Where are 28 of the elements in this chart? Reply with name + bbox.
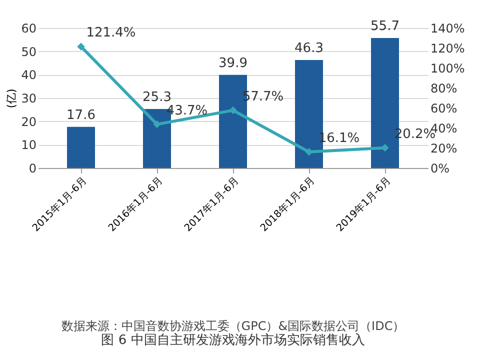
y2-tick-label: 20% [430,142,458,156]
data-label: 25.3 [142,90,172,105]
y2-tick-label: 80% [430,82,458,96]
y2-tick-label: 140% [430,22,465,36]
y2-tick-label: 100% [430,62,465,76]
y2-tick-label: 0% [430,162,450,176]
y-tick-label: 40 [21,68,36,82]
y-axis-title: (亿) [5,88,18,108]
y-tick-label: 20 [21,114,36,129]
y-tick-label: 0 [28,162,36,176]
data-label: 46.3 [294,40,324,56]
y2-tick-label: 120% [430,42,465,56]
y2-tick-label: 60% [430,102,458,116]
data-label: 39.9 [218,56,248,71]
text: 图 6 中国自主研发游戏海外市场实际销售收入 [101,332,365,348]
point [77,42,85,50]
data-label: 121.4% [86,26,136,41]
y-tick-label: 30 [21,92,36,106]
point [229,106,237,114]
y-tick-label: 10 [21,138,36,152]
data-label: 55.7 [370,19,400,34]
data-label: 17.6 [66,108,96,123]
y-tick-label: 60 [21,22,36,36]
y-tick-label: 50 [21,44,36,59]
bar [67,126,95,168]
source-note: 数据来源：中国音数协游戏工委（GPC）&国际数据公司（IDC） [61,319,405,333]
data-label: 43.7% [166,103,208,118]
point [153,120,161,128]
